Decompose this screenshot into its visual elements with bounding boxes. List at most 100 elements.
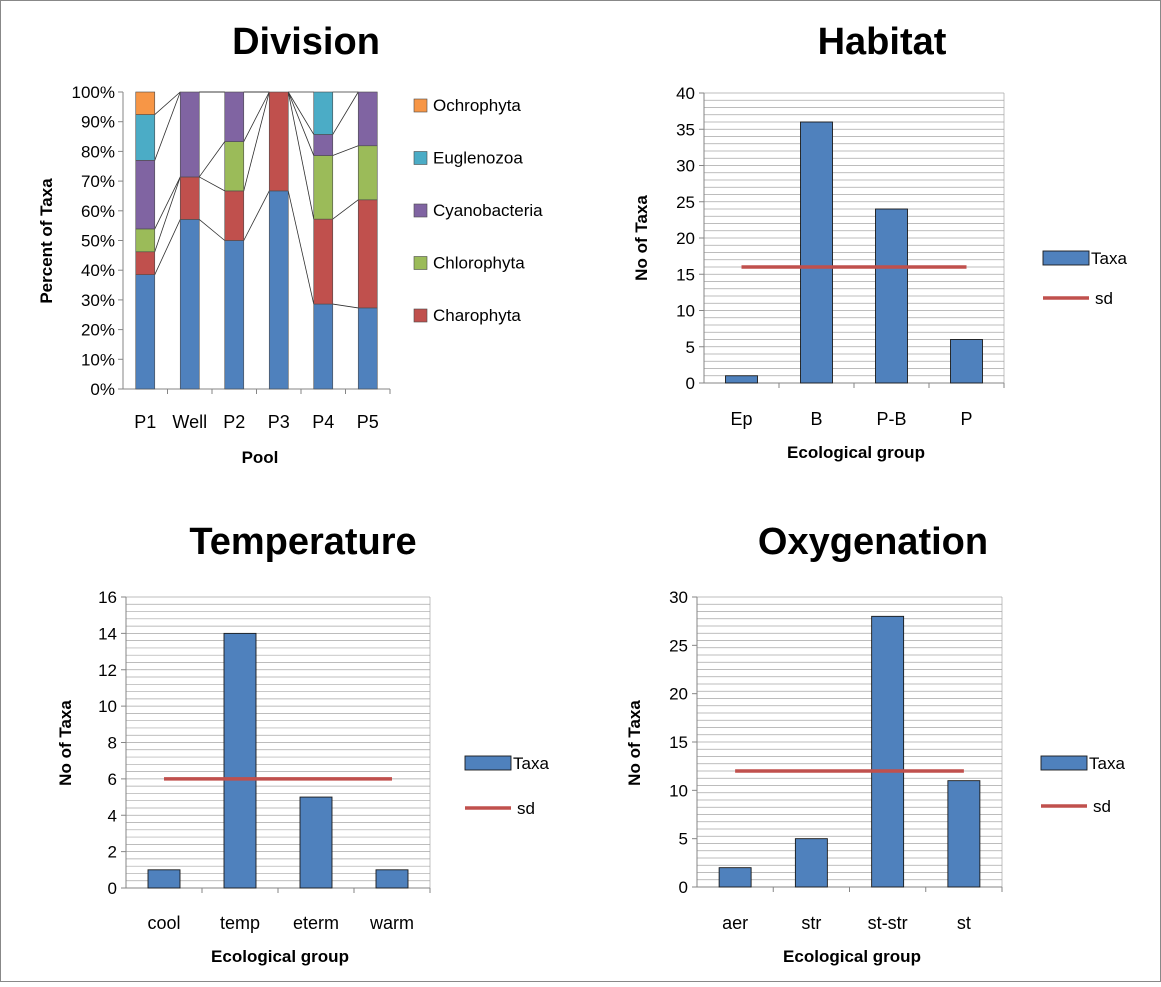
legend-label: Taxa — [1089, 754, 1125, 773]
bar-segment — [313, 91, 334, 135]
series-line — [199, 176, 225, 192]
bar-segment — [357, 307, 378, 390]
series-line — [154, 91, 181, 115]
bar-segment — [224, 190, 245, 241]
y-tick-label: 5 — [679, 830, 688, 849]
legend-label: Charophyta — [433, 306, 521, 325]
y-tick-label: 35 — [676, 120, 695, 139]
bar-segment — [179, 219, 200, 390]
x-tick-label: warm — [369, 913, 414, 933]
legend-swatch — [1042, 250, 1090, 266]
series-line — [198, 141, 226, 178]
legend-label: sd — [1093, 797, 1111, 816]
x-tick-label: Well — [172, 412, 207, 432]
bar — [725, 375, 758, 384]
bar — [950, 339, 983, 384]
legend-label: Ochrophyta — [433, 96, 521, 115]
bar-segment — [224, 91, 245, 142]
x-tick-label: P3 — [268, 412, 290, 432]
y-tick-label: 80% — [81, 142, 115, 161]
bar — [223, 632, 257, 889]
series-line — [154, 176, 181, 252]
x-tick-label: B — [810, 409, 822, 429]
x-axis-title: Ecological group — [783, 947, 921, 966]
series-line — [154, 219, 181, 275]
y-tick-label: 15 — [669, 733, 688, 752]
bar-segment — [179, 91, 200, 178]
bar-segment — [135, 160, 156, 230]
bar — [794, 838, 828, 888]
y-tick-label: 5 — [686, 338, 695, 357]
x-tick-label: str — [801, 913, 821, 933]
y-tick-label: 14 — [98, 624, 117, 643]
series-line — [243, 91, 270, 192]
y-tick-label: 30 — [676, 157, 695, 176]
series-line — [287, 91, 315, 135]
bar-segment — [135, 251, 156, 275]
x-tick-label: P2 — [223, 412, 245, 432]
legend-swatch — [413, 151, 428, 165]
x-tick-label: P1 — [134, 412, 156, 432]
panel-division: Division 0% 10% 20% 30% 40% 50% 60% 70% 80% 90% 10… — [37, 21, 543, 467]
x-tick-label: eterm — [293, 913, 339, 933]
bar-segment — [313, 303, 334, 390]
bar-segment — [313, 218, 334, 305]
y-tick-label: 50% — [81, 232, 115, 251]
legend-label: Taxa — [1091, 249, 1127, 268]
bar-segment — [179, 176, 200, 220]
y-tick-label: 8 — [108, 734, 117, 753]
bar-segment — [313, 155, 334, 220]
legend-swatch — [413, 203, 428, 218]
bar — [718, 867, 752, 888]
series-line — [332, 145, 359, 156]
legend-label: Cyanobacteria — [433, 201, 543, 220]
y-tick-label: 10 — [669, 781, 688, 800]
y-tick-label: 40 — [676, 84, 695, 103]
y-tick-label: 15 — [676, 265, 695, 284]
y-axis-title: No of Taxa — [632, 195, 651, 281]
series-line — [243, 190, 270, 241]
y-axis-title: Percent of Taxa — [37, 178, 56, 304]
bar — [875, 208, 908, 384]
y-tick-label: 10 — [676, 302, 695, 321]
series-line — [287, 91, 315, 156]
legend-swatch — [413, 256, 428, 270]
bar-segment — [268, 190, 289, 390]
y-tick-label: 70% — [81, 172, 115, 191]
series-line — [198, 219, 226, 241]
x-tick-label: P — [960, 409, 972, 429]
y-tick-label: 90% — [81, 113, 115, 132]
legend-swatch — [413, 98, 428, 113]
y-tick-label: 20 — [669, 685, 688, 704]
x-tick-label: Ep — [730, 409, 752, 429]
x-tick-label: P4 — [312, 412, 334, 432]
y-tick-label: 0 — [108, 879, 117, 898]
y-tick-label: 20 — [676, 229, 695, 248]
bar-segment — [135, 114, 156, 161]
x-axis-title: Pool — [242, 448, 279, 467]
x-tick-label: P-B — [876, 409, 906, 429]
x-tick-label: st-str — [868, 913, 908, 933]
y-tick-label: 10% — [81, 350, 115, 369]
y-tick-label: 25 — [669, 636, 688, 655]
x-tick-label: aer — [722, 913, 748, 933]
bar-segment — [224, 240, 245, 390]
legend-label: Taxa — [513, 754, 549, 773]
legend-label: sd — [1095, 289, 1113, 308]
legend-label: Euglenozoa — [433, 149, 523, 168]
series-line — [332, 91, 359, 135]
bar-segment — [357, 145, 378, 201]
y-tick-label: 4 — [108, 806, 117, 825]
bar — [800, 121, 833, 384]
y-tick-label: 40% — [81, 261, 115, 280]
series-line — [332, 199, 359, 220]
y-axis-title: No of Taxa — [625, 700, 644, 786]
y-tick-label: 100% — [72, 83, 115, 102]
bar — [299, 796, 333, 889]
bar-segment — [135, 228, 156, 253]
x-axis-title: Ecological group — [211, 947, 349, 966]
series-line — [287, 190, 315, 305]
